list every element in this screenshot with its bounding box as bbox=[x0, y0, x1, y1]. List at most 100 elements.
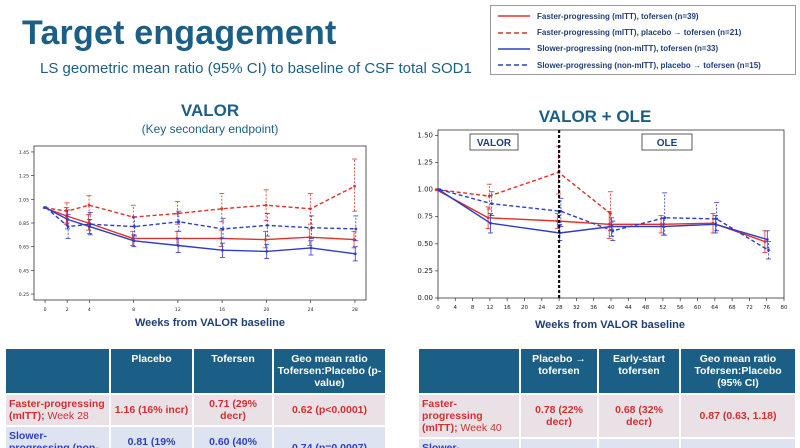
y-tick-label: 1.00 bbox=[417, 186, 433, 194]
left-panel-subtitle: (Key secondary endpoint) bbox=[141, 122, 279, 136]
data-point bbox=[132, 239, 136, 243]
table-header-cell: Early-start tofersen bbox=[598, 349, 681, 394]
x-tick-label: 28 bbox=[556, 305, 563, 311]
table-cell: 0.78 (22% decr) bbox=[520, 393, 599, 438]
left-x-axis-title: Weeks from VALOR baseline bbox=[135, 317, 285, 329]
x-tick-label: 56 bbox=[677, 305, 684, 311]
table-header-cell: Geo mean ratio Tofersen:Placebo (95% CI) bbox=[680, 349, 795, 394]
right-panel-heading: VALOR + OLE bbox=[520, 107, 670, 127]
legend-item-fast-placebo: Faster-progressing (mITT), placebo → tof… bbox=[497, 24, 789, 40]
y-tick-label: 0.25 bbox=[19, 292, 29, 298]
y-tick-label: 0.85 bbox=[19, 221, 29, 227]
y-tick-label: 0.45 bbox=[19, 268, 29, 274]
data-point bbox=[607, 222, 611, 226]
table-cell: 0.81 (19% decr) bbox=[110, 425, 194, 448]
data-point bbox=[221, 248, 224, 252]
series-1 bbox=[436, 145, 613, 232]
series-3 bbox=[438, 188, 771, 260]
table-cell: 0.60 (40% decr) bbox=[193, 425, 274, 448]
table-cell: 0.54 (46% decr) bbox=[598, 437, 681, 448]
valor-chart: 0.250.450.650.851.051.251.450 2 4 8 12 16 20 24… bbox=[19, 145, 367, 313]
data-point bbox=[663, 216, 667, 220]
x-tick-label: 8 bbox=[132, 307, 135, 313]
data-point bbox=[354, 227, 358, 231]
valor-results-table: Placebo Tofersen Geo mean ratio Tofersen… bbox=[6, 349, 385, 448]
data-point bbox=[308, 235, 312, 239]
data-point bbox=[490, 202, 494, 206]
x-tick-label: 72 bbox=[746, 305, 753, 311]
table-cell: 0.74 (p=0.0007) bbox=[273, 425, 385, 448]
x-tick-label: 44 bbox=[625, 305, 632, 311]
valor-ole-chart: 0.000.250.500.751.001.251.500 4 8 12 16 20 24 2… bbox=[417, 129, 788, 311]
x-tick-label: 2 bbox=[66, 307, 69, 313]
row-week: Week 28 bbox=[47, 410, 89, 422]
table-header-cell: Placebo bbox=[110, 349, 194, 394]
x-tick-label: 76 bbox=[763, 305, 770, 311]
phase-box-ole bbox=[641, 133, 693, 151]
y-tick-label: 1.25 bbox=[19, 174, 29, 180]
y-tick-label: 0.50 bbox=[417, 240, 433, 248]
data-point bbox=[489, 221, 492, 225]
data-point bbox=[131, 237, 135, 240]
x-tick-label: 12 bbox=[175, 307, 181, 313]
table-cell: 0.71 (29% decr) bbox=[193, 393, 274, 426]
data-point bbox=[309, 246, 313, 250]
data-point bbox=[611, 229, 615, 233]
data-point bbox=[176, 212, 179, 215]
y-tick-label: 0.00 bbox=[417, 294, 433, 302]
x-tick-label: 32 bbox=[573, 305, 580, 311]
y-tick-label: 1.05 bbox=[19, 197, 29, 203]
legend-swatch bbox=[498, 15, 530, 17]
legend-swatch bbox=[498, 64, 530, 67]
data-point bbox=[265, 250, 269, 253]
x-tick-label: 20 bbox=[521, 305, 528, 311]
data-point bbox=[765, 238, 769, 241]
table-header-cell: Tofersen bbox=[193, 349, 274, 394]
x-tick-label: 8 bbox=[471, 305, 475, 311]
x-tick-label: 64 bbox=[711, 305, 718, 311]
x-tick-label: 40 bbox=[608, 305, 615, 311]
series-line bbox=[45, 206, 356, 255]
table-header-cell: Placebo → tofersen bbox=[520, 349, 599, 394]
table-cell: 0.44 (56% decr) bbox=[520, 437, 599, 448]
series-line bbox=[439, 188, 769, 251]
legend-item-slow-tofersen: Slower-progressing (non-mITT), tofersen … bbox=[497, 41, 789, 57]
x-tick-label: 36 bbox=[590, 305, 597, 311]
table-header-row: Placebo Tofersen Geo mean ratio Tofersen… bbox=[6, 349, 385, 394]
data-point bbox=[438, 188, 442, 192]
table-cell: 1.21 (0.94, 1.56) bbox=[680, 437, 795, 448]
legend-item-slow-placebo: Slower-progressing (non-mITT), placebo →… bbox=[497, 57, 789, 73]
x-tick-label: 12 bbox=[486, 305, 493, 311]
table-header-cell bbox=[6, 349, 111, 394]
x-tick-label: 80 bbox=[781, 305, 788, 311]
data-point bbox=[767, 248, 770, 252]
right-x-axis-title: Weeks from VALOR baseline bbox=[535, 319, 685, 331]
x-tick-label: 16 bbox=[504, 305, 511, 311]
data-point bbox=[610, 225, 613, 228]
data-point bbox=[176, 244, 180, 247]
table-row: Slower-progressing (non-mITT); Week 76 0… bbox=[419, 437, 795, 448]
x-tick-label: 4 bbox=[454, 305, 458, 311]
y-tick-label: 1.25 bbox=[417, 159, 433, 167]
x-tick-label: 60 bbox=[694, 305, 701, 311]
data-point bbox=[133, 225, 136, 228]
x-tick-label: 48 bbox=[642, 305, 649, 311]
series-line bbox=[437, 171, 611, 215]
y-tick-label: 0.65 bbox=[19, 245, 29, 251]
series-3 bbox=[44, 206, 359, 242]
page-subtitle: LS geometric mean ratio (95% CI) to base… bbox=[40, 60, 472, 77]
table-row: Faster-progressing (mITT); Week 40 0.78 … bbox=[419, 393, 795, 438]
legend-label: Faster-progressing (mITT), placebo → tof… bbox=[537, 28, 742, 38]
x-tick-label: 68 bbox=[729, 305, 736, 311]
table-header-row: Placebo → tofersen Early-start tofersen … bbox=[419, 349, 795, 394]
row-label: Faster-progressing (mITT); Week 28 bbox=[6, 393, 111, 426]
x-tick-label: 24 bbox=[308, 307, 314, 313]
data-point bbox=[659, 222, 663, 226]
data-point bbox=[308, 207, 312, 211]
right-panel-title: VALOR + OLE bbox=[538, 107, 652, 126]
valor-ole-results-table: Placebo → tofersen Early-start tofersen … bbox=[419, 349, 795, 448]
table-cell: 0.87 (0.63, 1.18) bbox=[680, 393, 795, 438]
legend-label: Slower-progressing (non-mITT), placebo →… bbox=[537, 60, 761, 70]
table-cell: 1.16 (16% incr) bbox=[110, 393, 194, 426]
x-tick-label: 0 bbox=[44, 307, 47, 313]
